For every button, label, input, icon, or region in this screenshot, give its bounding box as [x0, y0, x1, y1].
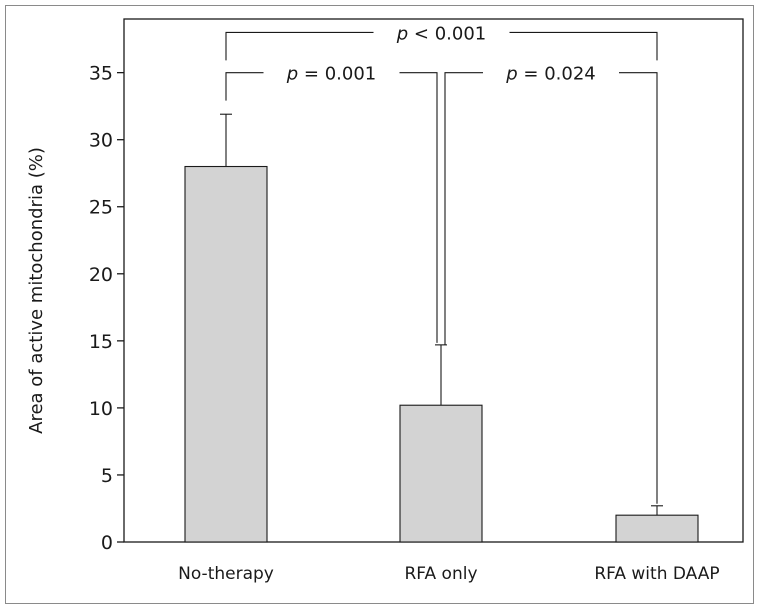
- bar: [399, 404, 483, 543]
- significance-bracket: [444, 72, 658, 504]
- y-tick-label: 5: [101, 465, 113, 487]
- significance-bracket: [225, 31, 658, 61]
- bar-chart: 0 5 10 15 20 25 30 35 No-therapy RFA only RFA wit…: [26, 18, 744, 584]
- y-tick-label: 25: [89, 197, 113, 219]
- y-tick-label: 20: [89, 264, 113, 286]
- category-label: RFA only: [404, 564, 477, 584]
- category-label: No-therapy: [178, 564, 274, 584]
- y-tick-label: 10: [89, 398, 113, 420]
- bar: [615, 514, 699, 543]
- y-tick-label: 15: [89, 331, 113, 353]
- significance-bracket: [225, 72, 438, 343]
- p-value-label: p < 0.001: [396, 23, 487, 44]
- y-tick-label: 0: [101, 532, 113, 554]
- p-value-label: p = 0.024: [505, 64, 596, 85]
- bar: [184, 165, 268, 543]
- labels: No-therapy RFA only RFA with DAAP p < 0.001…: [178, 23, 720, 584]
- bars: [184, 165, 699, 543]
- chart-frame: 0 5 10 15 20 25 30 35 No-therapy RFA only RFA wit…: [5, 5, 754, 604]
- significance-brackets: [225, 31, 658, 504]
- axes: 0 5 10 15 20 25 30 35: [89, 63, 124, 554]
- category-label: RFA with DAAP: [594, 564, 719, 584]
- y-tick-label: 30: [89, 130, 113, 152]
- p-value-label: p = 0.001: [286, 64, 377, 85]
- y-tick-label: 35: [89, 63, 113, 85]
- y-axis-title: Area of active mitochondria (%): [26, 147, 47, 434]
